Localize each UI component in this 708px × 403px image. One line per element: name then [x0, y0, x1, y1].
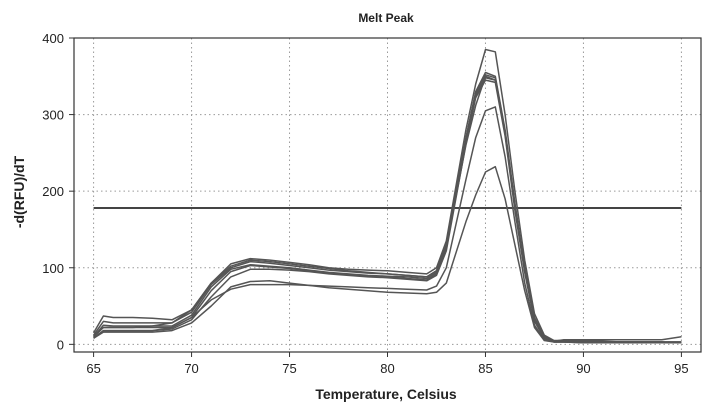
y-axis-ticks: 0 100 200 300 400	[42, 31, 74, 352]
y-tick-label: 100	[42, 261, 64, 276]
melt-curve-7	[93, 106, 682, 343]
chart-title: Melt Peak	[358, 11, 414, 25]
y-tick-label: 0	[57, 337, 64, 352]
x-tick-label: 70	[184, 361, 198, 376]
x-tick-label: 65	[86, 361, 100, 376]
y-tick-label: 200	[42, 184, 64, 199]
y-tick-label: 400	[42, 31, 64, 46]
y-tick-label: 300	[42, 108, 64, 123]
x-axis-label: Temperature, Celsius	[315, 386, 457, 402]
x-tick-label: 85	[478, 361, 492, 376]
x-tick-label: 75	[282, 361, 296, 376]
melt-curve-8	[93, 165, 682, 344]
x-tick-label: 80	[380, 361, 394, 376]
series-lines	[92, 48, 682, 344]
y-axis-label: -d(RFU)/dT	[11, 155, 27, 228]
x-axis-ticks: 65 70 75 80 85 90 95	[86, 352, 689, 376]
x-tick-label: 90	[576, 361, 590, 376]
x-tick-label: 95	[674, 361, 688, 376]
grid-lines	[74, 37, 701, 352]
